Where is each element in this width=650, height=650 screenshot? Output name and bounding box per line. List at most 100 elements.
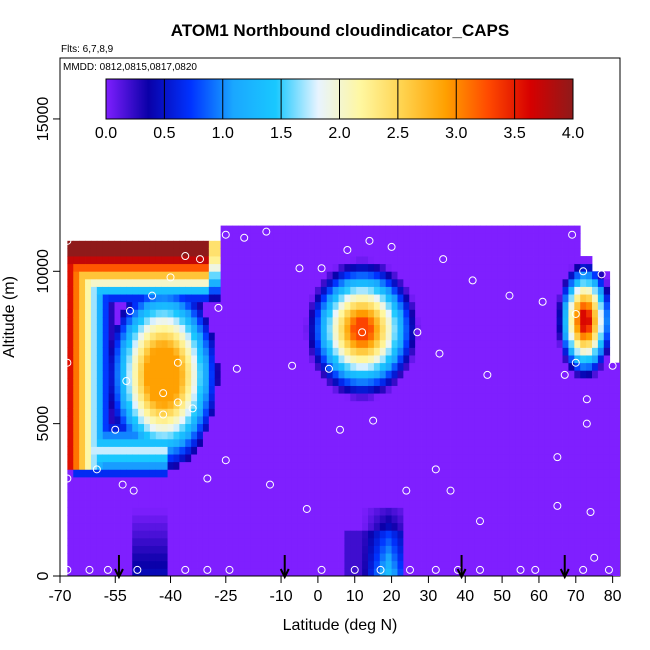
heat-cell	[332, 370, 339, 379]
heat-cell	[368, 271, 375, 280]
heat-cell	[344, 233, 351, 242]
heat-cell	[391, 355, 398, 364]
heat-cell	[521, 484, 528, 493]
heat-cell	[226, 553, 233, 562]
heat-cell	[79, 309, 86, 318]
heat-cell	[497, 438, 504, 447]
heat-cell	[250, 568, 257, 576]
heat-cell	[544, 225, 552, 234]
heat-cell	[444, 416, 451, 425]
heat-cell	[250, 553, 257, 562]
heat-cell	[344, 324, 351, 333]
heat-cell	[373, 560, 381, 569]
flight-point	[173, 398, 182, 407]
heat-cell	[350, 423, 357, 432]
heat-cell	[497, 530, 504, 539]
heat-cell	[155, 370, 163, 379]
heat-cell	[161, 484, 168, 493]
heat-cell	[403, 377, 410, 386]
heat-cell	[556, 393, 563, 402]
heat-cell	[202, 256, 210, 265]
heat-cell	[108, 271, 115, 280]
heat-cell	[550, 248, 558, 257]
heat-cell	[291, 507, 298, 516]
heat-cell	[90, 408, 98, 417]
heat-cell	[550, 492, 558, 501]
heat-cell	[485, 484, 493, 493]
heat-cell	[379, 385, 387, 394]
heat-cell	[273, 309, 280, 318]
heat-cell	[432, 309, 440, 318]
heat-cell	[297, 461, 304, 470]
heat-cell	[350, 240, 357, 249]
heat-cell	[279, 522, 286, 531]
y-tick-label: 5000	[35, 406, 52, 442]
heat-cell	[580, 294, 587, 303]
heat-cell	[332, 240, 339, 249]
heat-cell	[338, 324, 345, 333]
heat-cell	[90, 522, 98, 531]
heat-cell	[533, 537, 540, 546]
heat-cell	[226, 248, 233, 257]
flight-point	[221, 230, 230, 239]
heat-cell	[597, 286, 605, 295]
heat-cell	[232, 248, 239, 257]
heat-cell	[379, 484, 387, 493]
heat-cell	[415, 362, 422, 371]
heat-cell	[462, 248, 469, 257]
heat-cell	[568, 256, 575, 265]
heat-cell	[462, 362, 469, 371]
heat-cell	[556, 385, 563, 394]
heat-cell	[314, 233, 322, 242]
heat-cell	[85, 317, 92, 326]
heat-cell	[444, 431, 451, 440]
heat-cell	[79, 446, 86, 455]
heat-cell	[450, 339, 457, 348]
heat-cell	[285, 332, 292, 341]
heat-cell	[344, 431, 351, 440]
heat-cell	[468, 248, 475, 257]
heat-cell	[597, 347, 605, 356]
heat-cell	[444, 515, 451, 524]
heat-cell	[432, 393, 440, 402]
heat-cell	[191, 522, 198, 531]
heat-cell	[385, 461, 392, 470]
heat-cell	[138, 355, 145, 364]
heat-cell	[191, 438, 198, 447]
heat-cell	[114, 240, 121, 249]
heat-cell	[456, 400, 463, 409]
heat-cell	[426, 530, 434, 539]
heat-cell	[167, 423, 174, 432]
heat-cell	[320, 492, 328, 501]
heat-cell	[267, 499, 275, 508]
heat-cell	[362, 294, 369, 303]
heat-cell	[220, 400, 227, 409]
heat-cell	[303, 507, 310, 516]
heat-cell	[161, 240, 168, 249]
heat-cell	[79, 545, 86, 554]
heat-cell	[273, 385, 280, 394]
heat-cell	[155, 301, 163, 310]
heat-cell	[515, 431, 522, 440]
heat-cell	[67, 522, 74, 531]
heat-cell	[562, 324, 569, 333]
heat-cell	[379, 309, 387, 318]
heat-cell	[344, 499, 351, 508]
heat-cell	[338, 240, 345, 249]
heat-cell	[450, 515, 457, 524]
heat-cell	[415, 309, 422, 318]
heat-cell	[480, 240, 487, 249]
heat-cell	[597, 568, 605, 576]
heat-cell	[202, 240, 210, 249]
heat-cell	[497, 332, 504, 341]
heat-cell	[185, 492, 192, 501]
heat-cell	[385, 507, 392, 516]
heat-cell	[90, 484, 98, 493]
heat-cell	[220, 370, 227, 379]
heat-cell	[285, 560, 292, 569]
heat-cell	[462, 256, 469, 265]
heat-cell	[191, 469, 198, 478]
heat-cell	[397, 233, 404, 242]
heat-cell	[214, 469, 222, 478]
heat-cell	[515, 339, 522, 348]
